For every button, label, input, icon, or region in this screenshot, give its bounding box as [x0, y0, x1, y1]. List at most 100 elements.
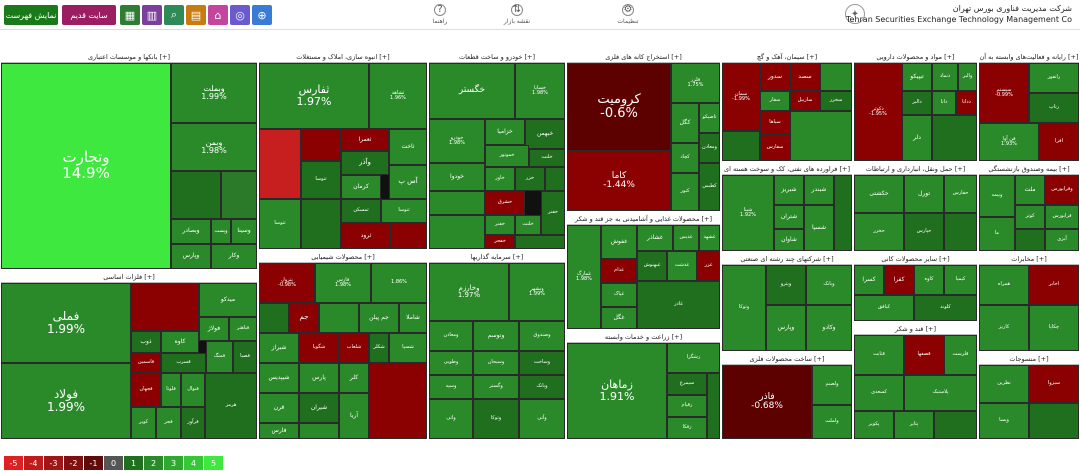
stock-cell[interactable]: فملی 1.99%	[1, 283, 131, 363]
stock-cell[interactable]: وکادو	[806, 305, 852, 351]
stock-cell[interactable]: خشرق	[485, 191, 525, 215]
stock-cell[interactable]: ثنوسا	[301, 161, 341, 199]
table-icon[interactable]: ▤	[186, 5, 206, 25]
stock-cell[interactable]: شاوان	[774, 229, 804, 251]
stock-cell[interactable]: خساپا 1.98%	[515, 63, 565, 119]
stock-cell[interactable]: اخابر	[1029, 265, 1079, 305]
sector-title[interactable]: رایانه و فعالیت‌های وابسته به آن [+]	[979, 51, 1079, 63]
stock-cell[interactable]: وخارزم 1.97%	[429, 263, 509, 321]
stock-cell[interactable]: ثرود	[341, 223, 391, 249]
stock-cell[interactable]: آبزی	[1045, 229, 1079, 251]
stock-cell[interactable]	[131, 283, 199, 331]
stock-cell[interactable]: شسپا	[804, 205, 834, 251]
stock-cell[interactable]: حخزر	[854, 213, 904, 251]
stock-cell[interactable]: زشگزا	[667, 343, 720, 373]
stock-cell[interactable]: زماهان 1.91%	[567, 343, 667, 439]
stock-cell[interactable]: وصندوق	[519, 321, 565, 351]
stock-cell[interactable]: کوثر	[1015, 205, 1045, 229]
stock-cell[interactable]: وپارس	[171, 244, 211, 269]
stock-cell[interactable]	[369, 363, 427, 439]
stock-cell[interactable]: سفار	[760, 91, 790, 111]
stock-cell[interactable]: سیستم -0.99%	[979, 63, 1029, 123]
grid-icon[interactable]: ▦	[120, 5, 140, 25]
stock-cell[interactable]: قلرست	[944, 335, 977, 375]
sector-title[interactable]: محصولات شیمیایی [+]	[259, 251, 427, 263]
stock-cell[interactable]: حفارس	[944, 175, 977, 213]
stock-cell[interactable]: سبزوا	[1029, 365, 1079, 403]
stock-cell[interactable]	[545, 167, 565, 191]
stock-cell[interactable]: خفنر	[485, 215, 515, 235]
sector-18[interactable]: قند و شکر [+] قثابت کسعدی قصفها قلرست پلاستیک…	[853, 322, 978, 440]
stock-cell[interactable]: ثتوسا	[259, 199, 301, 249]
stock-cell[interactable]: وپارس	[766, 305, 806, 351]
stock-cell[interactable]: وبشهر 1.99%	[509, 263, 565, 321]
stock-cell[interactable]: ما	[979, 217, 1015, 251]
stock-cell[interactable]: کرمان	[341, 175, 381, 199]
history-tool[interactable]: ⇅ نقشه بازار	[503, 4, 531, 25]
stock-cell[interactable]: وپست	[211, 219, 231, 244]
sector-title[interactable]: زراعت و خدمات وابسته [+]	[567, 331, 720, 343]
stock-cell[interactable]: وبانک	[519, 375, 565, 399]
stock-cell[interactable]: قرن	[259, 393, 299, 423]
stock-cell[interactable]	[171, 171, 221, 219]
stock-cell[interactable]: وتوکا	[473, 399, 519, 439]
stock-cell[interactable]: ملت	[1015, 175, 1045, 205]
stock-cell[interactable]: پلاستیک	[904, 375, 977, 411]
stock-cell[interactable]: وگستر	[473, 375, 519, 399]
stock-cell[interactable]: وبیمه	[979, 175, 1015, 217]
stock-cell[interactable]: فرآور	[181, 407, 205, 439]
sector-title[interactable]: انبوه سازی، املاک و مستغلات [+]	[259, 51, 427, 63]
stock-cell[interactable]: ولملت	[812, 405, 852, 439]
sector-7[interactable]: محصولات غذایی و آشامیدنی به جز قند و شکر…	[566, 212, 721, 330]
stock-cell[interactable]: فمنگ	[206, 341, 233, 373]
stock-cell[interactable]: شتران	[774, 205, 804, 229]
stock-cell[interactable]: دانا	[932, 91, 956, 115]
stock-cell[interactable]: فارس	[259, 423, 299, 439]
stock-cell[interactable]: کفرا	[884, 265, 914, 295]
stock-cell[interactable]: همراه	[979, 265, 1029, 305]
stock-cell[interactable]	[1015, 229, 1045, 251]
sector-17[interactable]: سایر محصولات کانی [+] کسرا کفرا کاوه کیمیا کب…	[853, 252, 978, 322]
stock-cell[interactable]: سیاها	[760, 111, 790, 135]
stock-cell[interactable]: پارس	[299, 363, 339, 393]
stock-cell[interactable]: تاصیکو	[699, 103, 720, 133]
stock-cell[interactable]: پتایر	[894, 411, 934, 439]
stock-cell[interactable]	[301, 199, 341, 249]
stock-cell[interactable]: وسینا	[231, 219, 257, 244]
stock-cell[interactable]: شلعاب	[339, 333, 369, 363]
sector-15[interactable]: شرکتهای چند رشته ای صنعتی [+] وتوکا وپترو و…	[721, 252, 853, 352]
sector-title[interactable]: شرکتهای چند رشته ای صنعتی [+]	[722, 253, 852, 265]
sector-12[interactable]: فراورده های نفتی، کک و سوخت هسته ای [+] ش…	[721, 162, 853, 252]
stock-cell[interactable]: وتجارت 14.9%	[1, 63, 171, 269]
stock-cell[interactable]: هرمز	[205, 373, 257, 439]
stock-cell[interactable]	[259, 129, 301, 199]
stock-cell[interactable]: شکلر	[369, 333, 389, 363]
stock-cell[interactable]	[790, 111, 852, 161]
stock-cell[interactable]	[820, 63, 852, 91]
stock-cell[interactable]: کاوه	[161, 331, 199, 353]
stock-cell[interactable]: سمان -1.99%	[722, 63, 760, 131]
stock-cell[interactable]	[934, 411, 977, 439]
stock-cell[interactable]: وتوکا	[722, 265, 766, 351]
stock-cell[interactable]	[722, 131, 760, 161]
stock-cell[interactable]: افرا	[1039, 123, 1079, 161]
stock-cell[interactable]	[299, 423, 339, 439]
stock-cell[interactable]: خموتور	[485, 145, 529, 167]
sector-title[interactable]: استخراج کانه های فلزی [+]	[567, 51, 720, 63]
stock-cell[interactable]: کویر	[131, 407, 156, 439]
stock-cell[interactable]: فجهان	[131, 373, 161, 407]
sector-title[interactable]: بیمه وصندوق بازنشستگی [+]	[979, 163, 1079, 175]
stock-cell[interactable]: کسعدی	[854, 375, 904, 411]
stock-cell[interactable]: شیپدیس	[259, 363, 299, 393]
stock-cell[interactable]: کلر	[339, 363, 369, 393]
stock-cell[interactable]: وسبحان	[473, 351, 519, 375]
stock-cell[interactable]: ثشاهد 1.96%	[369, 63, 427, 129]
sector-title[interactable]: سرمایه گذاریها [+]	[429, 251, 565, 263]
stock-cell[interactable]: خفنر	[541, 191, 565, 235]
sector-1[interactable]: فلزات اساسی [+] فملی 1.99% فولاد 1.99% میدکو ک…	[0, 270, 258, 440]
stock-cell[interactable]: فولاژ	[199, 317, 229, 341]
stock-cell[interactable]: ددانا	[956, 91, 977, 115]
sector-2[interactable]: انبوه سازی، املاک و مستغلات [+] ثفارس 1.97…	[258, 50, 428, 250]
stock-cell[interactable]: وکار	[211, 244, 257, 269]
stock-cell[interactable]: کاوه	[914, 265, 944, 295]
